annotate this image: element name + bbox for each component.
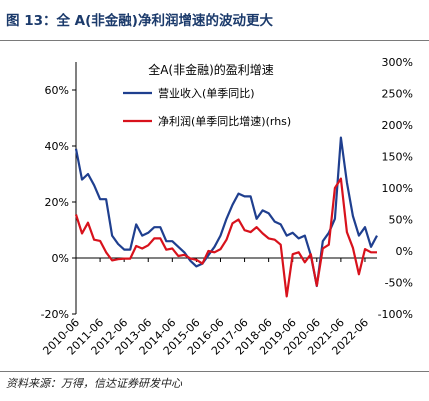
left-tick-label: 20% — [45, 196, 69, 209]
legend-label-revenue: 营业收入(单季同比) — [158, 86, 255, 100]
legend: 营业收入(单季同比) 净利润(单季同比增速)(rhs) — [123, 86, 291, 128]
right-tick-label: -50% — [385, 277, 413, 290]
axes: -20% 0% 20% 40% 60% -100% -50% 0% 50% 100% 150% 200… — [40, 56, 413, 358]
left-tick-label: -20% — [41, 308, 69, 321]
left-tick-label: 0% — [52, 252, 69, 265]
right-tick-label: 150% — [382, 151, 413, 164]
right-tick-label: 200% — [382, 119, 413, 132]
bottom-rule — [0, 371, 429, 372]
chart: 全A(非金融)的盈利增速 营业收入(单季同比) 净利润(单季同比增速)(rhs)… — [40, 56, 413, 358]
right-tick-label: 250% — [382, 88, 413, 101]
top-rule — [0, 40, 429, 41]
left-tick-label: 60% — [45, 84, 69, 97]
right-tick-label: -100% — [378, 308, 413, 321]
source-note: 资料来源：万得，信达证券研发中心 — [6, 377, 182, 390]
right-tick-label: 50% — [389, 214, 413, 227]
series-line-revenue — [74, 136, 378, 288]
left-tick-label: 40% — [45, 140, 69, 153]
right-tick-label: 100% — [382, 182, 413, 195]
series-line-profit — [74, 177, 377, 298]
series-lines — [74, 136, 378, 298]
chart-title: 全A(非金融)的盈利增速 — [148, 62, 274, 77]
figure-title: 图 13：全 A(非金融)净利润增速的波动更大 — [6, 13, 273, 29]
legend-label-profit: 净利润(单季同比增速)(rhs) — [158, 114, 291, 128]
right-tick-label: 300% — [382, 56, 413, 69]
right-tick-label: 0% — [396, 245, 413, 258]
